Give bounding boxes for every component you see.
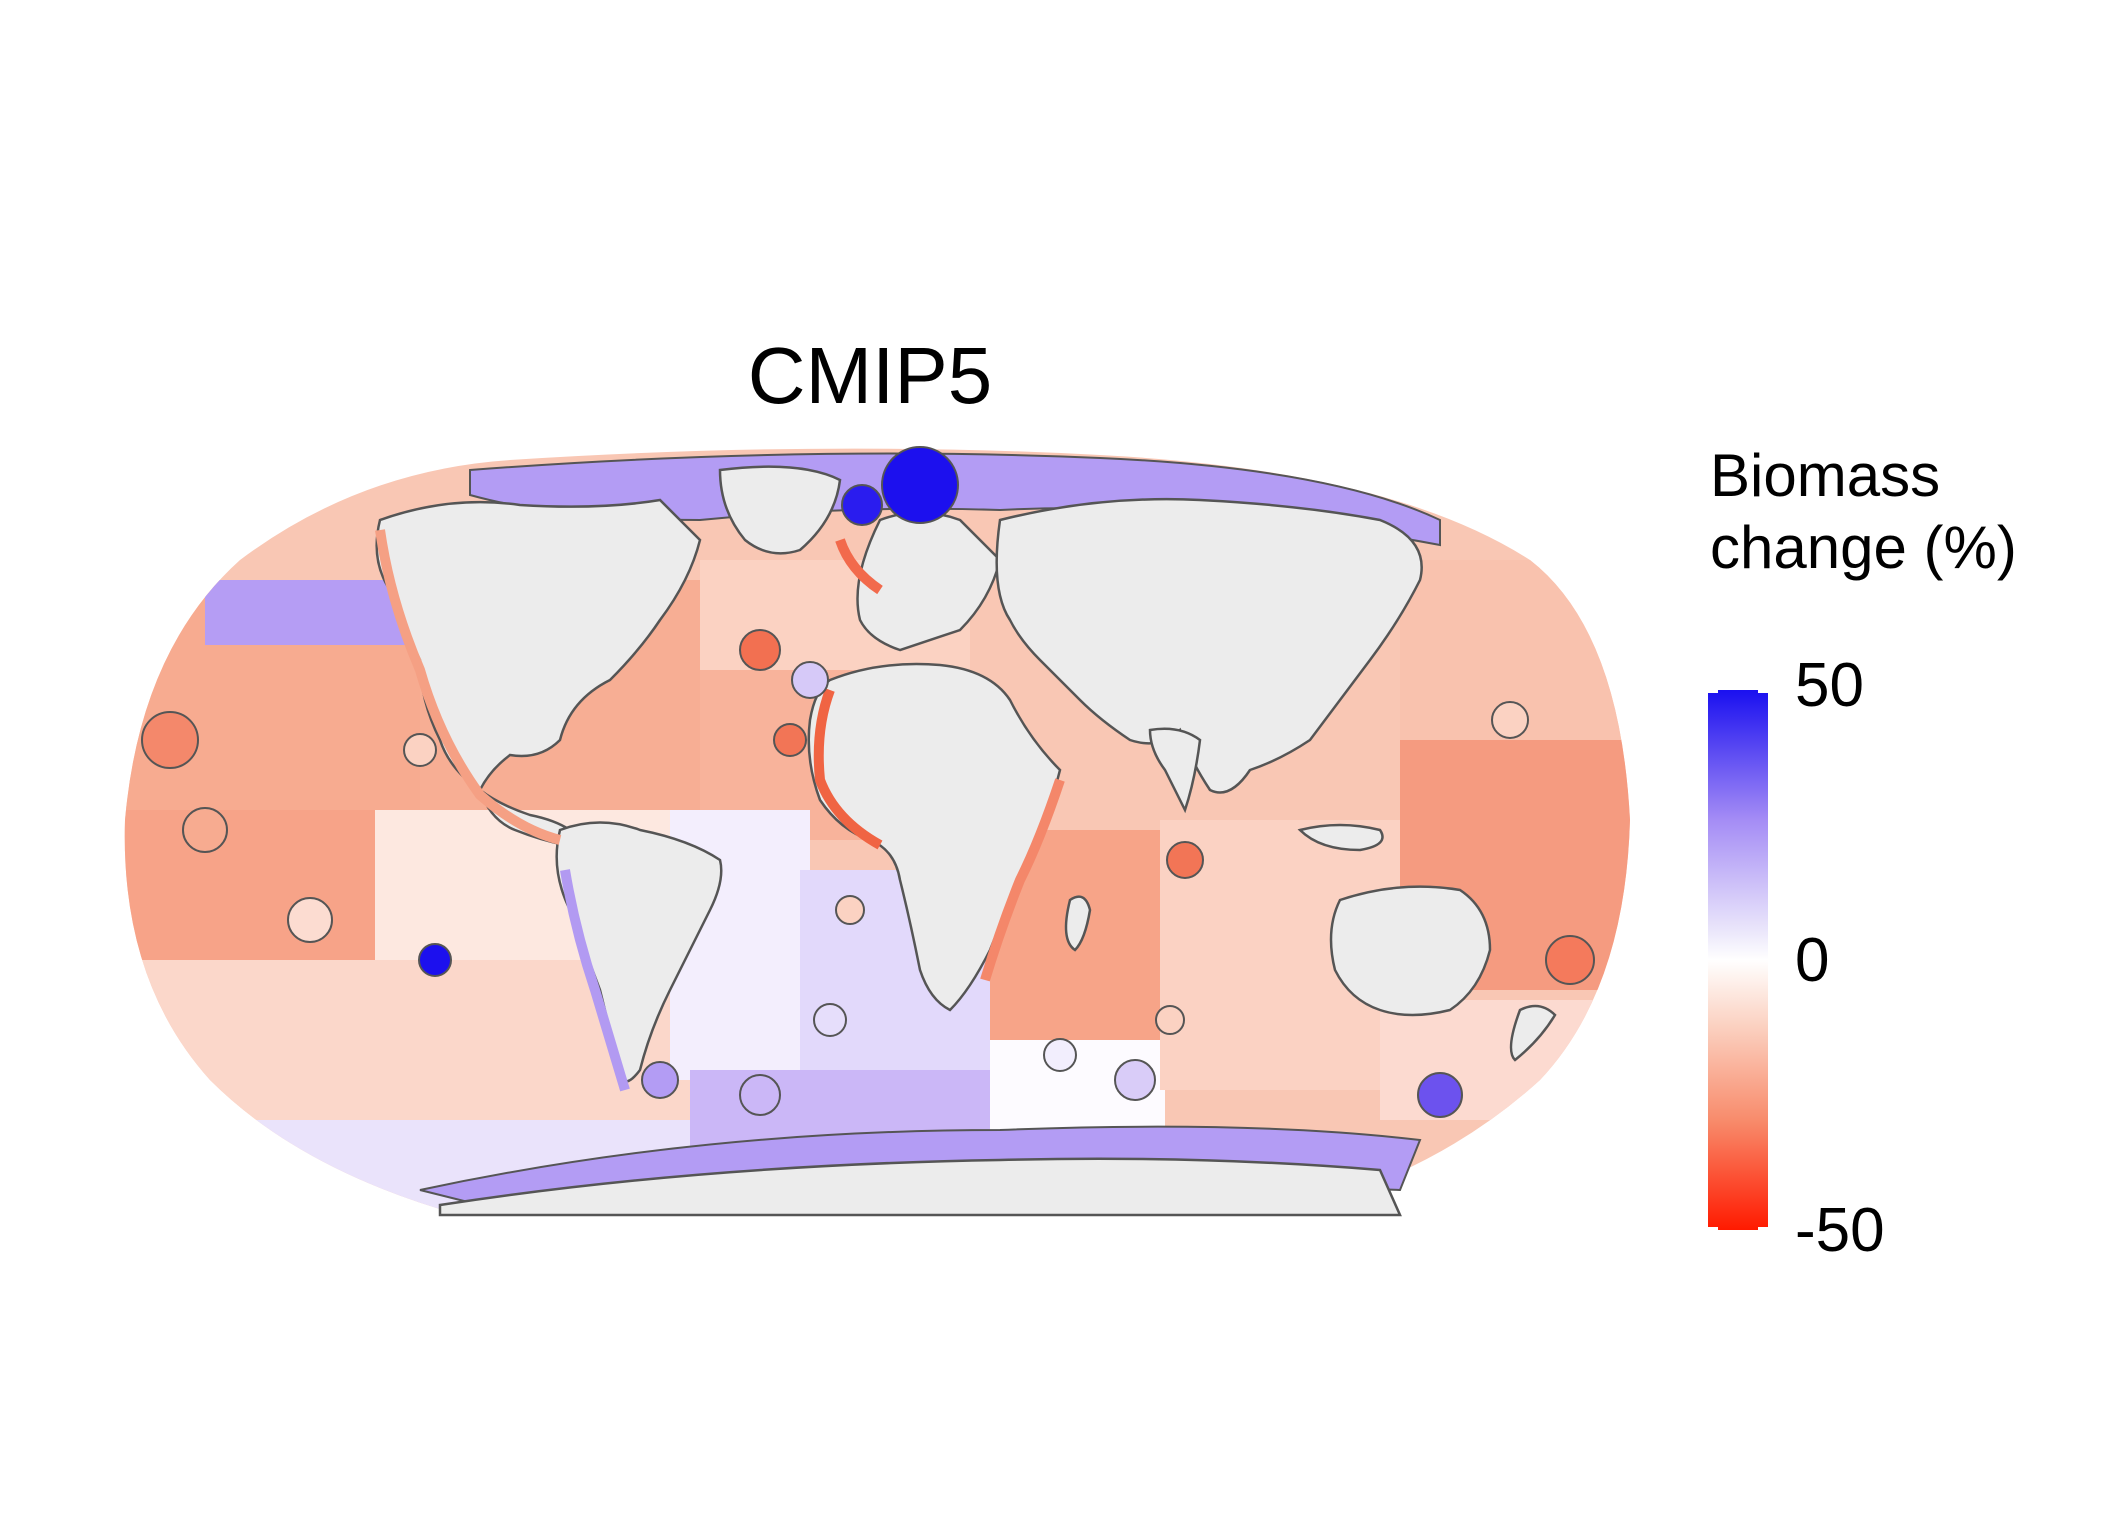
coast-west-americas [375, 529, 562, 845]
zone-mauritius [1166, 841, 1204, 879]
legend-tick-mark-top-r [1758, 690, 1768, 693]
zone-pitcairn [418, 943, 452, 977]
legend-tick-mid: 0 [1795, 926, 1830, 995]
africa [807, 662, 1062, 1012]
coastal-zones [375, 529, 1065, 1092]
india [1148, 727, 1202, 814]
legend-tick-mark-top [1708, 690, 1718, 693]
legend-tick-max: 50 [1795, 651, 1864, 720]
zone-south-georgia [739, 1074, 781, 1116]
land-masses [375, 465, 1557, 1217]
zone-micronesia [1491, 701, 1529, 739]
ocean-tropical-pacific-w [124, 810, 375, 960]
zone-jan-mayen [841, 484, 883, 526]
legend-title-line1: Biomass [1710, 442, 1941, 509]
zone-french-polynesia [287, 897, 333, 943]
madagascar [1064, 895, 1092, 952]
legend-title-line2: change (%) [1710, 514, 2017, 581]
zone-line-islands [182, 807, 228, 853]
zone-hawaii [141, 711, 199, 769]
zone-heard [1155, 1005, 1185, 1035]
europe [856, 511, 1002, 652]
coast-south-america-w [560, 869, 630, 1092]
asia [995, 497, 1423, 794]
zone-st-helena [835, 895, 865, 925]
legend-title: Biomass change (%) [1710, 440, 2017, 584]
zone-falklands [641, 1061, 679, 1099]
australia [1329, 885, 1492, 1017]
zone-cape-verde [773, 723, 807, 757]
legend-colorbar [1708, 690, 1768, 1230]
legend-tick-mark-bottom-r [1758, 1227, 1768, 1230]
zone-kerguelen [1114, 1059, 1156, 1101]
indonesia [1297, 823, 1384, 852]
zone-svalbard [881, 446, 959, 524]
map-title: CMIP5 [747, 331, 993, 420]
new-zealand [1509, 1004, 1557, 1062]
zone-crozet [1043, 1038, 1077, 1072]
antarctica [438, 1157, 1402, 1217]
zone-azores [739, 629, 781, 671]
zone-tristan [813, 1003, 847, 1037]
zone-chatham [1417, 1072, 1463, 1118]
coast-europe-north [835, 538, 883, 595]
ocean-gulf-alaska [205, 580, 420, 645]
legend-tick-mark-bottom [1708, 1227, 1718, 1230]
island-zones [141, 446, 1595, 1118]
ocean-nw-pacific [1400, 560, 1631, 740]
coast-east-africa [980, 778, 1065, 982]
zone-canary [791, 661, 829, 699]
zone-new-caledonia [1545, 935, 1595, 985]
coast-west-africa [813, 688, 883, 850]
greenland [718, 465, 842, 555]
legend-tick-min: -50 [1795, 1196, 1885, 1265]
zone-galapagos [403, 733, 437, 767]
